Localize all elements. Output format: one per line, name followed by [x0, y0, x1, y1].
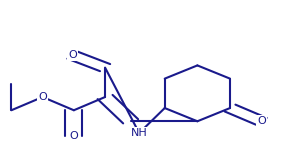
Text: NH: NH: [131, 128, 147, 138]
Text: O: O: [70, 131, 78, 141]
Text: O: O: [257, 116, 266, 126]
Text: O: O: [38, 92, 47, 102]
Text: O: O: [68, 50, 77, 60]
